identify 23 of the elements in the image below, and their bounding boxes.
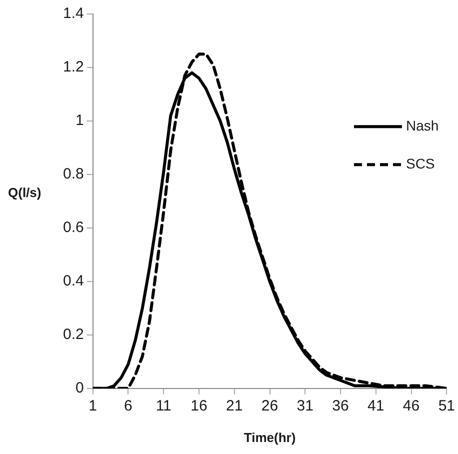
legend-label: Nash — [406, 117, 439, 134]
y-tick-label: 1.2 — [62, 58, 84, 76]
y-tick-label: 0.8 — [62, 166, 84, 183]
y-tick-label: 0 — [76, 380, 84, 397]
x-tick-label: 16 — [190, 398, 208, 415]
x-tick-label: 6 — [124, 398, 132, 415]
x-tick-label: 36 — [332, 398, 349, 415]
x-tick-label: 41 — [368, 398, 384, 415]
legend-label: SCS — [406, 155, 435, 172]
x-tick-label: 11 — [156, 398, 172, 415]
y-tick-label: 0.2 — [62, 326, 84, 344]
x-tick-label: 31 — [296, 398, 314, 415]
y-tick-label: 0.6 — [62, 219, 84, 236]
x-axis-title: Time(hr) — [244, 430, 296, 445]
x-tick-label: 51 — [438, 398, 455, 415]
x-tick-label: 46 — [402, 398, 420, 415]
y-tick-label: 1 — [76, 112, 84, 130]
x-tick-label: 1 — [88, 398, 98, 415]
x-tick-label: 21 — [226, 398, 243, 415]
y-tick-label: 0.4 — [62, 272, 84, 290]
y-tick-label: 1.4 — [62, 5, 84, 22]
x-tick-label: 26 — [261, 398, 278, 415]
y-axis-title: Q(l/s) — [8, 185, 42, 200]
